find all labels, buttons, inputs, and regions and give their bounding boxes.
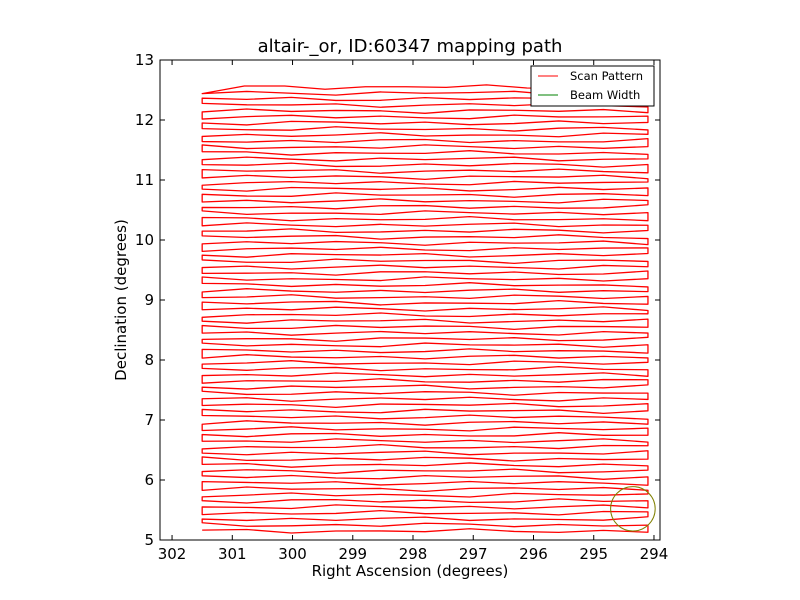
y-tick-label: 10 (135, 231, 154, 249)
y-tick-label: 6 (144, 471, 154, 489)
legend: Scan Pattern Beam Width (530, 65, 655, 107)
x-tick-label: 300 (278, 545, 307, 563)
y-axis: 5 6 7 8 9 10 11 12 13 (135, 51, 660, 549)
y-tick-label: 9 (144, 291, 154, 309)
scan-pattern-series (201, 84, 649, 534)
y-tick-label: 8 (144, 351, 154, 369)
legend-label-scan-pattern: Scan Pattern (570, 69, 643, 83)
x-tick-label: 301 (218, 545, 247, 563)
y-tick-label: 7 (144, 411, 154, 429)
scan-pattern-line (201, 84, 649, 534)
legend-box (530, 65, 655, 107)
plot-background (160, 60, 660, 540)
chart-title: altair-_or, ID:60347 mapping path (258, 36, 563, 57)
y-tick-label: 5 (144, 531, 154, 549)
x-tick-label: 294 (640, 545, 669, 563)
legend-label-beam-width: Beam Width (570, 88, 640, 102)
plot-area (159, 59, 661, 541)
x-tick-label: 302 (158, 545, 187, 563)
x-tick-label: 297 (459, 545, 488, 563)
x-tick-label: 299 (338, 545, 367, 563)
x-tick-label: 296 (519, 545, 548, 563)
y-tick-label: 13 (135, 51, 154, 69)
x-tick-label: 295 (579, 545, 608, 563)
x-tick-label: 298 (399, 545, 428, 563)
x-axis: 302 301 300 299 298 297 296 295 294 (158, 60, 669, 563)
beam-width-series (610, 486, 656, 532)
beam-width-circle (610, 486, 656, 532)
x-axis-label: Right Ascension (degrees) (312, 562, 509, 580)
y-axis-label: Declination (degrees) (112, 219, 130, 381)
y-tick-label: 11 (135, 171, 154, 189)
y-tick-label: 12 (135, 111, 154, 129)
